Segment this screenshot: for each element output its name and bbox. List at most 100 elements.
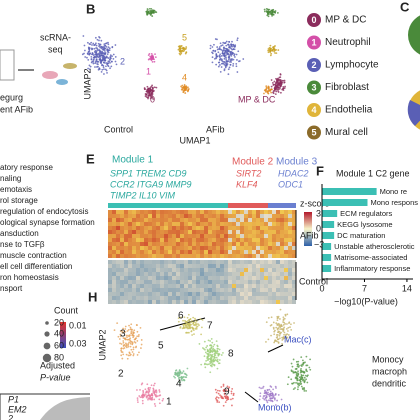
- heat-cell: [192, 260, 196, 264]
- cell-dot: [230, 390, 233, 393]
- cell-dot: [162, 398, 165, 400]
- heat-cell: [136, 230, 140, 234]
- heat-cell: [112, 254, 116, 258]
- cell-dot: [263, 8, 266, 11]
- heat-cell: [116, 292, 120, 296]
- chart-title: Module 1 C2 gene: [336, 168, 410, 178]
- cell-dot: [200, 363, 203, 366]
- heat-cell: [148, 238, 152, 242]
- cell-dot: [274, 86, 276, 89]
- cell-dot: [138, 351, 140, 354]
- term: rol storage: [0, 196, 38, 205]
- cell-dot: [211, 52, 214, 55]
- heat-cell: [164, 254, 168, 258]
- heat-cell: [280, 214, 284, 218]
- heat-cell: [292, 280, 296, 284]
- heat-cell: [284, 254, 288, 258]
- heat-cell: [164, 260, 168, 264]
- heat-cell: [152, 264, 156, 268]
- heat-cell: [284, 280, 288, 284]
- heat-cell: [216, 288, 220, 292]
- axis-label: UMAP2: [82, 68, 92, 99]
- cell-dot: [260, 387, 262, 390]
- heat-cell: [284, 238, 288, 242]
- heat-cell: [108, 288, 112, 292]
- heat-cell: [164, 264, 168, 268]
- cell-dot: [200, 326, 203, 329]
- heat-cell: [256, 246, 260, 250]
- cell-dot: [219, 42, 222, 45]
- cell-dot: [148, 87, 151, 90]
- heat-cell: [144, 288, 148, 292]
- cell-dot: [152, 57, 155, 60]
- cell-dot: [178, 47, 181, 50]
- bar-label: DC maturation: [337, 231, 385, 240]
- cell-dot: [127, 338, 130, 341]
- heat-cell: [144, 214, 148, 218]
- heat-cell: [224, 214, 228, 218]
- cell-dot: [99, 54, 102, 57]
- cell-dot: [218, 348, 221, 351]
- cell-dot: [281, 336, 284, 339]
- cell-dot: [277, 331, 280, 334]
- cell-dot: [152, 391, 155, 393]
- cell-dot: [293, 322, 295, 324]
- heat-cell: [188, 246, 192, 250]
- cell-dot: [283, 87, 286, 89]
- cell-dot: [268, 87, 270, 90]
- heat-cell: [224, 296, 228, 300]
- cell-dot: [127, 343, 130, 345]
- heat-cell: [144, 210, 148, 214]
- heat-cell: [256, 284, 260, 288]
- cell-dot: [203, 340, 206, 343]
- heat-cell: [108, 238, 112, 242]
- cell-dot: [280, 83, 283, 86]
- heat-cell: [272, 246, 276, 250]
- heat-cell: [288, 226, 292, 230]
- heat-cell: [128, 246, 132, 250]
- heat-cell: [108, 218, 112, 222]
- cell-dot: [177, 378, 180, 380]
- heat-cell: [108, 300, 112, 304]
- heat-cell: [252, 300, 256, 304]
- heat-cell: [160, 214, 164, 218]
- heat-cell: [292, 230, 296, 234]
- cell-dot: [281, 339, 284, 341]
- cell-dot: [136, 397, 139, 400]
- panel-label: E: [86, 151, 95, 166]
- cell-dot: [153, 86, 156, 89]
- heat-cell: [236, 276, 240, 280]
- cell-dot: [279, 73, 282, 75]
- heat-cell: [220, 254, 224, 258]
- cell-dot: [99, 50, 102, 53]
- heat-cell: [232, 280, 236, 284]
- heat-cell: [200, 210, 204, 214]
- heat-cell: [124, 264, 128, 268]
- heat-cell: [204, 218, 208, 222]
- heat-cell: [140, 272, 144, 276]
- cell-dot: [116, 322, 119, 325]
- heat-cell: [152, 254, 156, 258]
- cell-dot: [209, 348, 211, 351]
- panel-a-text: scRNA-: [40, 32, 71, 42]
- cell-dot: [267, 49, 270, 52]
- cell-dot: [270, 85, 273, 88]
- heat-cell: [116, 230, 120, 234]
- cell-dot: [207, 339, 210, 342]
- heat-cell: [140, 214, 144, 218]
- heat-cell: [188, 300, 192, 304]
- cell-dot: [276, 319, 279, 322]
- heat-cell: [152, 218, 156, 222]
- heat-cell: [208, 268, 212, 272]
- heat-cell: [292, 250, 296, 254]
- heat-cell: [268, 284, 272, 288]
- cell-dot: [133, 340, 136, 343]
- cell-dot: [88, 50, 91, 53]
- cell-dot: [128, 338, 131, 341]
- heat-cell: [232, 230, 236, 234]
- heat-cell: [240, 226, 244, 230]
- cell-dot: [263, 92, 265, 95]
- heat-cell: [140, 276, 144, 280]
- heat-cell: [236, 254, 240, 258]
- cell-dot: [216, 352, 219, 355]
